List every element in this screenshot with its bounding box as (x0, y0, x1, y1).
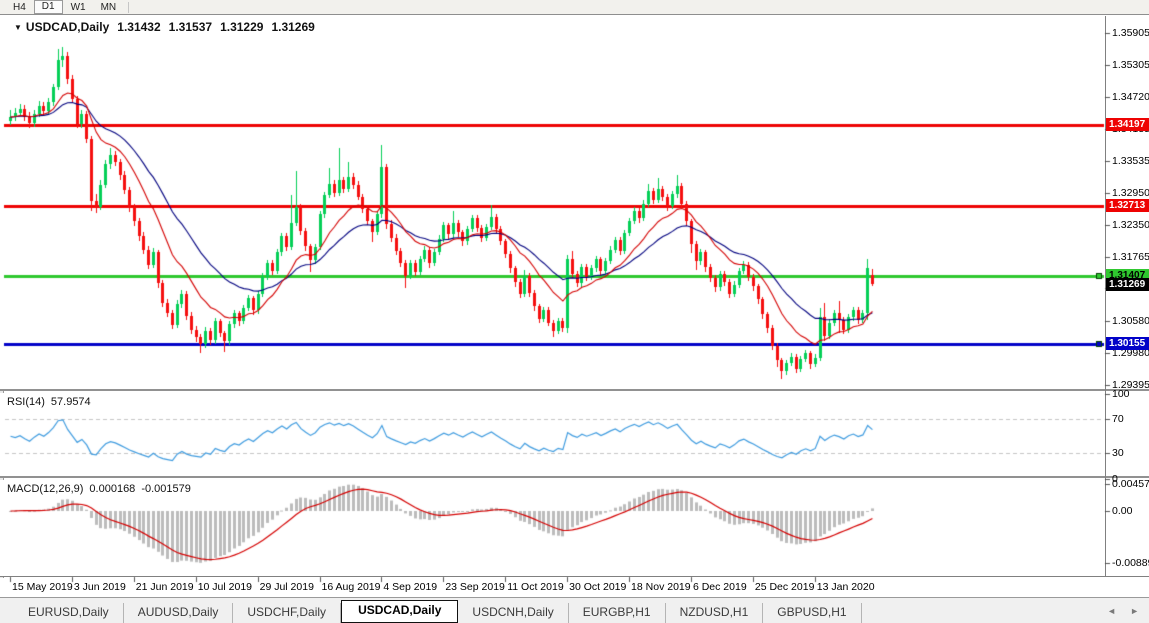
chart-tab-usdchf-daily[interactable]: USDCHF,Daily (233, 603, 342, 623)
price-axis-label: 1.31765 (1112, 250, 1149, 263)
price-axis-label: 1.29395 (1112, 379, 1149, 391)
hline-price-badge[interactable]: 1.30155 (1106, 336, 1149, 350)
price-axis-label: 1.35305 (1112, 59, 1149, 72)
macd-axis-label: -0.008893 (1112, 556, 1149, 569)
date-axis-label: 3 Jun 2019 (73, 581, 126, 593)
date-axis-label: 29 Jul 2019 (259, 581, 314, 593)
chart-tab-gbpusd-h1[interactable]: GBPUSD,H1 (763, 603, 862, 623)
date-axis-label: 18 Nov 2019 (631, 581, 691, 593)
date-axis-label: 30 Oct 2019 (569, 581, 627, 593)
date-axis-label: 15 May 2019 (12, 581, 73, 593)
rsi-axis-label: 100 (1112, 388, 1130, 400)
macd-signal-value: -0.001579 (141, 483, 191, 495)
chart-symbol-label: USDCAD,Daily (25, 20, 110, 34)
tab-nav: ◄ ► (1107, 598, 1139, 623)
macd-axis-label: 0.004572 (1112, 478, 1149, 491)
macd-name: MACD(12,26,9) (7, 483, 84, 495)
ohlc-low: 1.31229 (220, 20, 264, 34)
rsi-axis-label: 0 (1112, 472, 1118, 485)
date-axis-label: 6 Dec 2019 (692, 581, 747, 593)
rsi-name: RSI(14) (7, 396, 45, 408)
tab-scroll-left-icon[interactable]: ◄ (1107, 605, 1117, 616)
rsi-axis-label: 70 (1112, 413, 1124, 426)
price-axis-label: 1.32350 (1112, 219, 1149, 232)
ohlc-close: 1.31269 (271, 20, 315, 34)
date-axis-label: 11 Oct 2019 (507, 581, 564, 593)
date-axis-label: 13 Jan 2020 (816, 581, 875, 593)
price-axis-label: 1.32950 (1112, 186, 1149, 199)
chart-tab-eurgbp-h1[interactable]: EURGBP,H1 (569, 603, 666, 623)
rsi-label: RSI(14) 57.9574 (7, 396, 91, 408)
rsi-axis-label: 30 (1112, 447, 1124, 460)
date-axis-label: 16 Aug 2019 (321, 581, 381, 593)
macd-label: MACD(12,26,9) 0.000168 -0.001579 (7, 483, 191, 495)
ohlc-open: 1.31432 (117, 20, 161, 34)
date-axis-label: 25 Dec 2019 (754, 581, 815, 593)
price-axis-label: 1.33535 (1112, 155, 1149, 168)
price-axis-label: 1.35905 (1112, 27, 1149, 39)
date-axis-label: 4 Sep 2019 (383, 581, 438, 593)
macd-axis-label: 0.00 (1112, 505, 1133, 517)
chart-tab-usdcad-daily[interactable]: USDCAD,Daily (341, 600, 459, 623)
rsi-current-value: 57.9574 (50, 396, 91, 408)
chart-tab-nzdusd-h1[interactable]: NZDUSD,H1 (666, 603, 764, 623)
price-axis-label: 1.29980 (1112, 347, 1149, 360)
tab-scroll-right-icon[interactable]: ► (1130, 605, 1139, 616)
current-price-badge: 1.31269 (1106, 277, 1149, 291)
chart-tab-audusd-daily[interactable]: AUDUSD,Daily (124, 603, 234, 623)
ohlc-high: 1.31537 (168, 20, 213, 34)
chart-tab-usdcnh-daily[interactable]: USDCNH,Daily (458, 603, 569, 623)
price-axis-label: 1.30580 (1112, 314, 1149, 327)
date-axis-label: 21 Jun 2019 (135, 581, 194, 593)
chart-title: ▼ USDCAD,Daily 1.31432 1.31537 1.31229 1.3126… (14, 20, 315, 34)
hline-price-badge[interactable]: 1.32713 (1106, 198, 1149, 212)
price-axis-label: 1.34720 (1112, 91, 1149, 104)
chart-tab-eurusd-daily[interactable]: EURUSD,Daily (14, 603, 124, 623)
macd-current-value: 0.000168 (89, 483, 136, 495)
chart-tab-bar: EURUSD,Daily AUDUSD,Daily USDCHF,Daily USDC… (0, 598, 1149, 623)
date-axis-label: 10 Jul 2019 (197, 581, 252, 593)
hline-price-badge[interactable]: 1.34197 (1106, 118, 1149, 132)
collapse-triangle-icon[interactable]: ▼ (14, 23, 22, 32)
date-axis-label: 23 Sep 2019 (445, 581, 505, 593)
